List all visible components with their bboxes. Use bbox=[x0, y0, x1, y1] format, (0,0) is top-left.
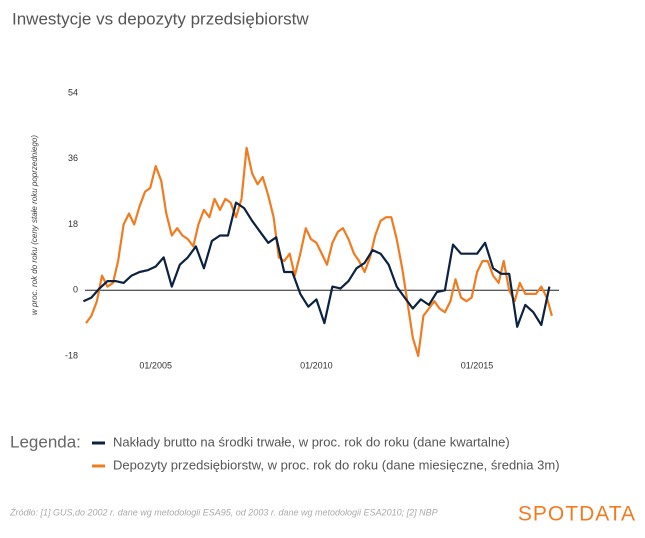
x-tick-label: 01/2010 bbox=[300, 360, 333, 370]
y-tick-label: 18 bbox=[68, 219, 78, 229]
logo: SPOTDATA bbox=[518, 503, 636, 526]
legend-label: Depozyty przedsiębiorstw, w proc. rok do… bbox=[113, 457, 560, 472]
y-tick-label: 54 bbox=[68, 87, 78, 97]
x-tick-label: 01/2015 bbox=[461, 360, 494, 370]
y-axis-label: w proc. rok do roku (ceny stałe roku pop… bbox=[30, 135, 39, 315]
y-tick-label: -18 bbox=[65, 350, 78, 360]
y-tick-label: 0 bbox=[73, 285, 78, 295]
series-line bbox=[82, 201, 551, 328]
legend-label: Nakłady brutto na środki trwałe, w proc.… bbox=[113, 434, 510, 449]
source: Źródło: [1] GUS,do 2002 r. dane wg metod… bbox=[9, 507, 438, 517]
legend-title: Legenda: bbox=[10, 432, 81, 451]
y-tick-label: 36 bbox=[68, 153, 78, 163]
series-line bbox=[85, 146, 553, 358]
chart-title: Inwestycje vs depozyty przedsiębiorstw bbox=[12, 9, 309, 28]
x-tick-label: 01/2005 bbox=[139, 360, 172, 370]
